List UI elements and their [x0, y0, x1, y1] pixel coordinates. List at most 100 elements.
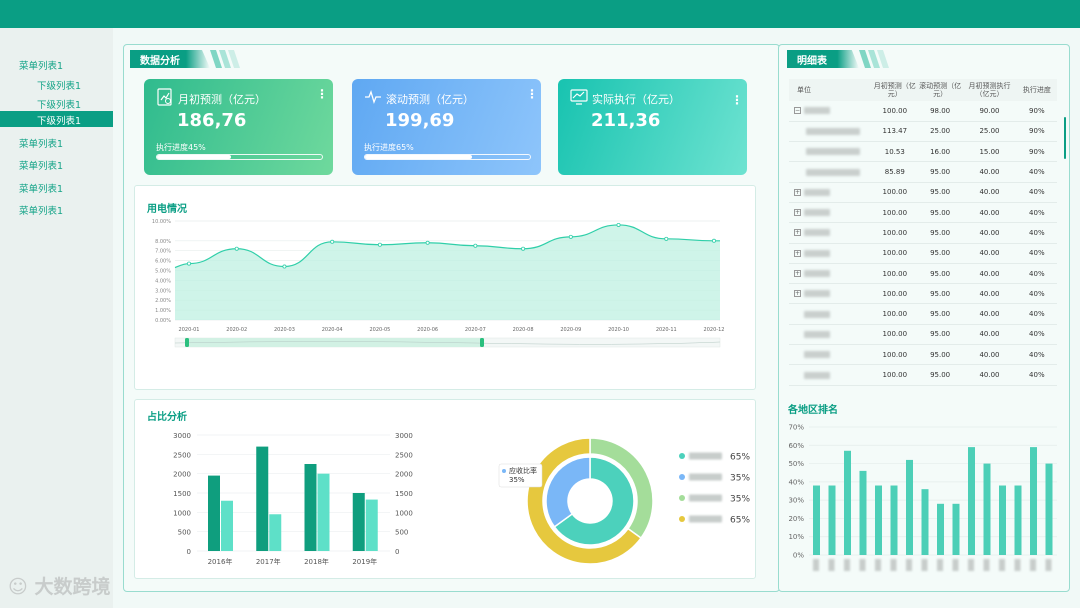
zoom-slider-preview [174, 341, 721, 345]
x-tick-label-redacted [968, 559, 974, 571]
expand-icon[interactable]: + [794, 270, 801, 278]
more-options-icon[interactable]: ⋮ [526, 87, 538, 101]
table-row[interactable]: +100.00 95.00 40.00 40% [789, 283, 1057, 305]
unit-name-redacted [804, 330, 830, 338]
x-tick-label: 2017年 [256, 557, 281, 566]
kpi-card-rolling-forecast[interactable]: 滚动预测（亿元） 199,69 执行进度65% ⋮ [352, 79, 541, 175]
table-scrollbar[interactable] [1064, 117, 1066, 159]
zoom-slider-handle[interactable] [185, 338, 189, 347]
analysis-panel-title: 数据分析 [130, 50, 210, 68]
y-tick-label: 50% [788, 460, 804, 468]
forecast-execution-cell: 15.00 [962, 141, 1017, 163]
x-tick-label: 2020-11 [656, 327, 677, 333]
expand-icon[interactable]: + [794, 209, 801, 217]
table-row[interactable]: 85.89 95.00 40.00 40% [789, 161, 1057, 183]
progress-cell: 40% [1016, 344, 1057, 366]
kpi-card-monthly-forecast[interactable]: 月初预测（亿元） 186,76 执行进度45% ⋮ [144, 79, 333, 175]
expand-icon[interactable]: + [794, 249, 801, 257]
y-tick-label: 10.00% [152, 219, 171, 225]
expand-icon[interactable]: + [794, 229, 801, 237]
kpi-progress-label: 执行进度65% [364, 143, 414, 152]
sidebar-item-menu-2[interactable]: 菜单列表1 [19, 139, 64, 150]
bar [952, 503, 960, 555]
x-tick-label-redacted [1045, 559, 1052, 571]
y2-tick-label: 2000 [395, 471, 413, 479]
y-tick-label: 1000 [173, 509, 191, 517]
monthly-forecast-cell: 100.00 [871, 303, 918, 325]
bar [221, 500, 233, 551]
table-row[interactable]: +100.00 95.00 40.00 40% [789, 243, 1057, 264]
unit-cell [789, 324, 872, 346]
table-row[interactable]: 100.00 95.00 40.00 40% [789, 364, 1057, 386]
col-monthly-forecast: 月初预测（亿元） [871, 79, 918, 101]
rolling-forecast-cell: 95.00 [917, 222, 963, 244]
x-tick-label: 2020-05 [369, 327, 390, 333]
monthly-forecast-cell: 100.00 [871, 202, 918, 224]
rolling-forecast-cell: 95.00 [917, 182, 963, 203]
sidebar-item-sub-1[interactable]: 下级列表1 [37, 81, 82, 92]
detail-panel-title: 明细表 [787, 50, 859, 68]
table-row[interactable]: 113.47 25.00 25.00 90% [789, 121, 1057, 143]
expand-icon[interactable]: + [794, 188, 801, 196]
bar [352, 493, 365, 551]
table-row[interactable]: 100.00 95.00 40.00 40% [789, 324, 1057, 346]
y-tick-label: 0.00% [155, 318, 171, 324]
bar [999, 485, 1006, 555]
region-ranking-title: 各地区排名 [788, 405, 838, 416]
forecast-execution-cell: 40.00 [962, 222, 1017, 244]
watermark-icon: ☺ [8, 576, 28, 598]
unit-name-redacted [804, 310, 830, 318]
data-point [187, 261, 192, 266]
x-tick-label-redacted [844, 559, 850, 571]
bar [890, 485, 898, 555]
table-row[interactable]: +100.00 95.00 40.00 40% [789, 202, 1057, 224]
sidebar-item-sub-3-active[interactable]: 下级列表1 [0, 111, 113, 127]
x-tick-label-redacted [828, 559, 835, 571]
col-progress: 执行进度 [1016, 79, 1057, 101]
table-row[interactable]: 10.53 16.00 15.00 90% [789, 141, 1057, 163]
monthly-forecast-cell: 100.00 [871, 182, 918, 203]
more-options-icon[interactable]: ⋮ [316, 87, 328, 101]
y-tick-label: 0 [187, 548, 191, 556]
sidebar-item-sub-2[interactable]: 下级列表1 [37, 100, 82, 111]
collapse-icon[interactable]: − [794, 107, 801, 115]
forecast-execution-cell: 40.00 [962, 202, 1017, 224]
expand-icon[interactable]: + [794, 290, 801, 298]
sidebar-item-menu-1[interactable]: 菜单列表1 [19, 61, 64, 72]
x-tick-label-redacted [1030, 559, 1036, 571]
forecast-execution-cell: 40.00 [962, 324, 1017, 346]
unit-cell: + [789, 182, 872, 203]
monthly-forecast-cell: 100.00 [871, 283, 918, 305]
unit-name-redacted [804, 270, 830, 278]
sidebar-item-menu-3[interactable]: 菜单列表1 [19, 161, 64, 172]
y2-tick-label: 1500 [395, 490, 413, 498]
rolling-forecast-cell: 98.00 [917, 101, 963, 122]
forecast-execution-cell: 40.00 [962, 243, 1017, 264]
table-row[interactable]: − 100.00 98.00 90.00 90% [789, 101, 1057, 122]
table-row[interactable]: 100.00 95.00 40.00 40% [789, 303, 1057, 325]
more-options-icon[interactable]: ⋮ [731, 93, 743, 107]
forecast-execution-cell: 40.00 [962, 182, 1017, 203]
unit-cell: + [789, 263, 872, 285]
monthly-forecast-cell: 85.89 [871, 161, 918, 183]
x-tick-label: 2020-10 [608, 327, 629, 333]
kpi-value: 199,69 [385, 110, 455, 131]
sidebar-item-menu-4[interactable]: 菜单列表1 [19, 184, 64, 195]
x-tick-label-redacted [890, 559, 897, 571]
legend-label-redacted [689, 452, 722, 460]
x-tick-label: 2020-01 [179, 327, 200, 333]
y-tick-label: 3.00% [155, 288, 171, 294]
table-row[interactable]: 100.00 95.00 40.00 40% [789, 344, 1057, 366]
table-row[interactable]: +100.00 95.00 40.00 40% [789, 222, 1057, 244]
x-tick-label-redacted [813, 559, 819, 571]
unit-name-redacted [804, 107, 830, 115]
table-row[interactable]: +100.00 95.00 40.00 40% [789, 263, 1057, 285]
kpi-card-actual-execution[interactable]: 实际执行（亿元） 211,36 ⋮ [558, 79, 747, 175]
progress-cell: 40% [1016, 182, 1057, 203]
bar [269, 514, 282, 551]
zoom-slider-handle[interactable] [480, 338, 484, 347]
sidebar-item-menu-5[interactable]: 菜单列表1 [19, 206, 64, 217]
progress-cell: 40% [1016, 202, 1057, 224]
y-tick-label: 3000 [173, 432, 191, 440]
table-row[interactable]: +100.00 95.00 40.00 40% [789, 182, 1057, 203]
